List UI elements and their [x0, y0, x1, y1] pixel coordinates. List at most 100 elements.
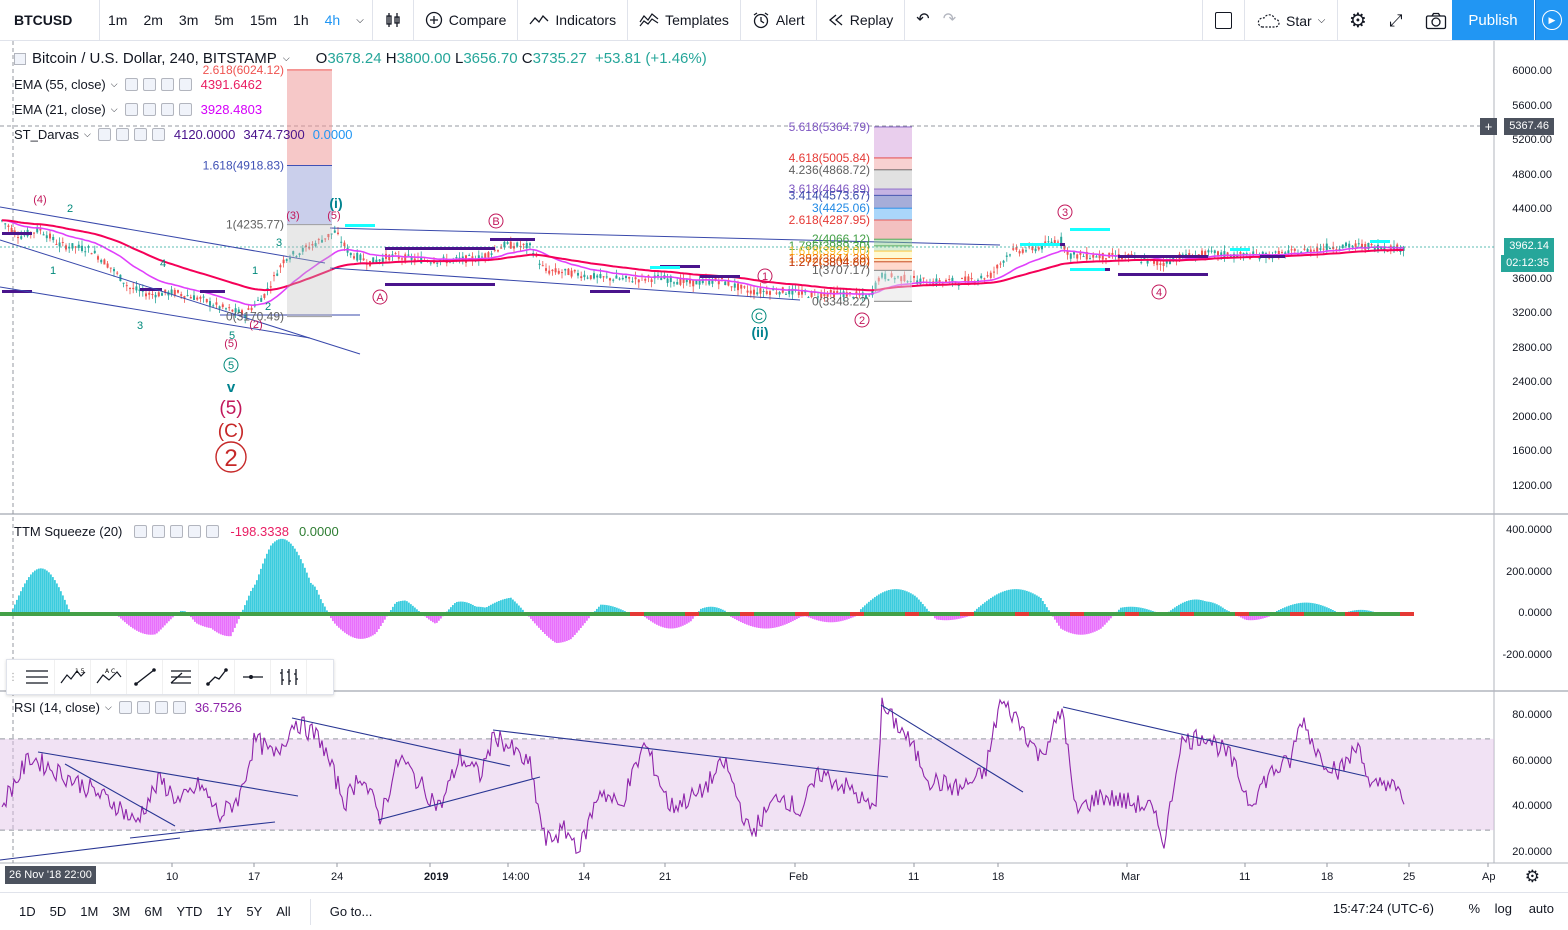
add-icon[interactable] — [160, 78, 174, 91]
ttm-bar — [156, 614, 158, 634]
candle-body — [605, 276, 608, 278]
range-ytd[interactable]: YTD — [176, 904, 203, 919]
range-5d[interactable]: 5D — [49, 904, 67, 919]
eye-icon[interactable] — [124, 78, 138, 91]
ttm-bar — [392, 606, 394, 614]
layout-menu-button[interactable]: Star ⌵ — [1245, 0, 1337, 41]
ttm-bar — [1332, 609, 1334, 614]
publish-button[interactable]: Publish — [1452, 0, 1534, 40]
ema21-legend[interactable]: EMA (21, close) ⌵ 3928.4803 — [14, 102, 262, 117]
redo-button[interactable]: ↷ — [941, 0, 967, 41]
alert-button[interactable]: Alert — [741, 0, 816, 41]
interval-15m[interactable]: 15m — [249, 12, 278, 28]
ttm-bar — [1218, 605, 1220, 614]
settings-small-button[interactable]: ⚙ — [1525, 867, 1540, 887]
clock-timezone[interactable]: 15:47:24 (UTC-6) — [1332, 901, 1434, 916]
replay-button[interactable]: Replay — [817, 0, 905, 41]
ttm-bar — [992, 596, 994, 614]
range-3m[interactable]: 3M — [112, 904, 131, 919]
range-5y[interactable]: 5Y — [246, 904, 263, 919]
chart-type-button[interactable] — [373, 0, 413, 41]
gear-icon[interactable] — [115, 128, 129, 141]
gear-icon[interactable] — [136, 701, 150, 714]
elliott-correction-tool[interactable]: A C — [91, 660, 127, 694]
eye-icon[interactable] — [97, 128, 111, 141]
fullscreen-button[interactable]: ⤢ — [1378, 0, 1414, 41]
drag-handle[interactable]: ⋮ — [8, 671, 18, 683]
close-icon[interactable] — [178, 103, 192, 116]
close-icon[interactable] — [172, 701, 186, 714]
templates-button[interactable]: Templates — [628, 0, 740, 41]
add-icon[interactable] — [133, 128, 147, 141]
compare-button[interactable]: Compare — [414, 0, 518, 41]
chart-canvas[interactable]: 2.618(6024.12) 1.618(4918.83) 1(4235.77) 0(… — [0, 41, 1568, 892]
snapshot-button[interactable] — [1414, 0, 1458, 41]
add-icon[interactable] — [188, 525, 202, 538]
collapse-icon[interactable] — [14, 52, 26, 65]
indicators-button[interactable]: Indicators — [518, 0, 627, 41]
gear-icon[interactable] — [142, 78, 156, 91]
ttm-bar — [66, 604, 68, 614]
interval-2m[interactable]: 2m — [143, 12, 163, 28]
interval-4h[interactable]: 4h — [324, 12, 341, 28]
ttm-bar — [298, 555, 300, 614]
interval-3m[interactable]: 3m — [178, 12, 199, 28]
main-legend: Bitcoin / U.S. Dollar, 240, BITSTAMP ⌵ O… — [14, 50, 707, 67]
eye-icon[interactable] — [134, 525, 148, 538]
candle-body — [669, 276, 672, 283]
wave-correction-icon: A C — [96, 668, 121, 684]
close-icon[interactable] — [206, 525, 220, 538]
candle-body — [743, 286, 746, 288]
fullscreen-toggle-button[interactable] — [1203, 0, 1244, 41]
ttm-legend[interactable]: TTM Squeeze (20) -198.3338 0.0000 — [14, 524, 339, 539]
eye-icon[interactable] — [124, 103, 138, 116]
range-1m[interactable]: 1M — [80, 904, 99, 919]
fib-extension-tool[interactable] — [163, 660, 199, 694]
ttm-bar — [440, 614, 442, 619]
candle-body — [487, 252, 490, 258]
ema55-legend[interactable]: EMA (55, close) ⌵ 4391.6462 — [14, 77, 262, 92]
ttm-squeeze-dot — [1015, 612, 1029, 616]
gear-icon[interactable] — [142, 103, 156, 116]
eye-icon[interactable] — [118, 701, 132, 714]
interval-1m[interactable]: 1m — [108, 12, 128, 28]
candle-body — [1220, 252, 1223, 256]
darvas-legend[interactable]: ST_Darvas ⌵ 4120.0000 3474.7300 0.0000 — [14, 127, 353, 142]
path-tool[interactable] — [199, 660, 235, 694]
code-icon[interactable] — [170, 525, 184, 538]
price-axis-label: 3600.00 — [1512, 272, 1552, 285]
long-short-tool[interactable] — [271, 660, 307, 694]
undo-button[interactable]: ↶ — [905, 0, 940, 41]
percent-scale-toggle[interactable]: % — [1468, 901, 1480, 916]
close-icon[interactable] — [178, 78, 192, 91]
range-all[interactable]: All — [276, 904, 291, 919]
rsi-legend[interactable]: RSI (14, close) ⌵ 36.7526 — [14, 700, 242, 715]
settings-button[interactable]: ⚙ — [1338, 0, 1378, 41]
darvas-box-edge — [490, 238, 535, 241]
range-1d[interactable]: 1D — [19, 904, 36, 919]
interval-5m[interactable]: 5m — [214, 12, 234, 28]
trend-line-tool[interactable] — [127, 660, 163, 694]
interval-1h[interactable]: 1h — [293, 12, 309, 28]
log-scale-toggle[interactable]: log — [1494, 901, 1512, 916]
range-6m[interactable]: 6M — [144, 904, 163, 919]
symbol-title[interactable]: Bitcoin / U.S. Dollar, 240, BITSTAMP — [32, 50, 277, 67]
close-icon[interactable] — [151, 128, 165, 141]
range-1y[interactable]: 1Y — [216, 904, 233, 919]
horizontal-ray-tool[interactable] — [235, 660, 271, 694]
elliott-impulse-tool[interactable]: 1 5 — [55, 660, 91, 694]
auto-scale-toggle[interactable]: auto — [1528, 901, 1554, 916]
ttm-bar — [812, 614, 814, 619]
gear-icon[interactable] — [152, 525, 166, 538]
add-icon[interactable] — [154, 701, 168, 714]
goto-button[interactable]: Go to... — [329, 904, 373, 919]
ttm-bar — [20, 591, 22, 614]
interval-dropdown[interactable]: ⌵ — [348, 0, 372, 41]
add-icon[interactable] — [160, 103, 174, 116]
ttm-bar — [24, 583, 26, 614]
publish-menu-button[interactable]: ▶ — [1535, 0, 1568, 40]
horizontal-lines-tool[interactable] — [19, 660, 55, 694]
ttm-squeeze-dot — [1345, 612, 1359, 616]
symbol-search[interactable]: BTCUSD — [0, 0, 100, 41]
candle-body — [1345, 242, 1347, 247]
